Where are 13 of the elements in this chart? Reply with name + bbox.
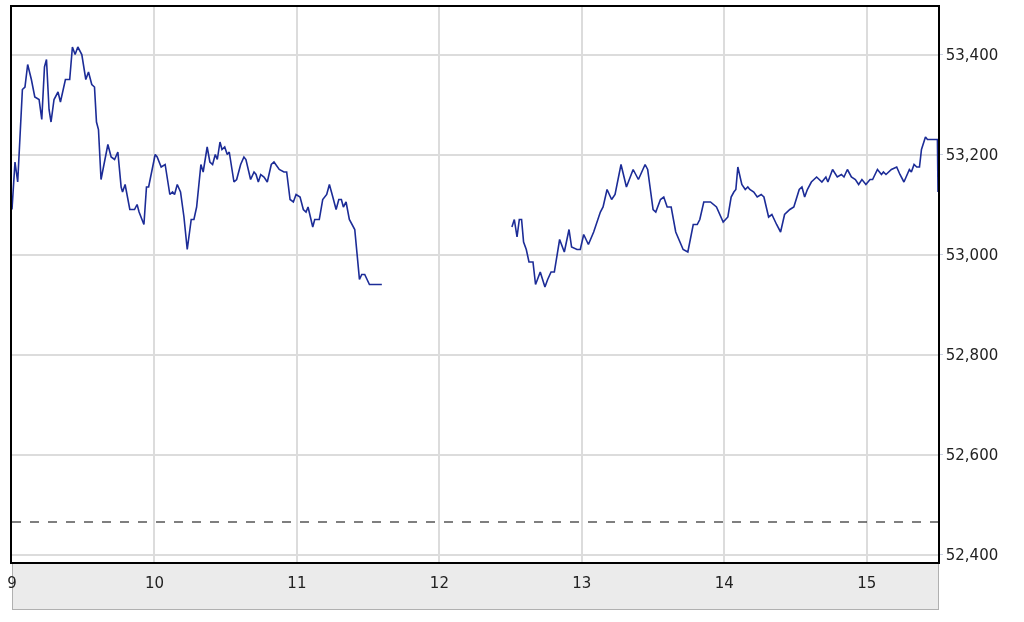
y-tick-label: 52,400 bbox=[945, 545, 999, 564]
x-tick-label: 12 bbox=[429, 574, 449, 592]
x-tick-label: 14 bbox=[714, 574, 734, 592]
x-tick-label: 15 bbox=[857, 574, 877, 592]
x-tick-label: 13 bbox=[572, 574, 592, 592]
y-tick-label: 53,400 bbox=[945, 45, 999, 64]
y-tick-label: 53,000 bbox=[945, 245, 999, 264]
x-tick-label: 10 bbox=[144, 574, 165, 592]
y-tick-label: 52,800 bbox=[945, 345, 999, 364]
y-tick-label: 53,200 bbox=[945, 145, 999, 164]
x-tick-label: 11 bbox=[287, 574, 307, 592]
x-tick-label: 9 bbox=[7, 574, 17, 592]
y-tick-label: 52,600 bbox=[945, 445, 999, 464]
